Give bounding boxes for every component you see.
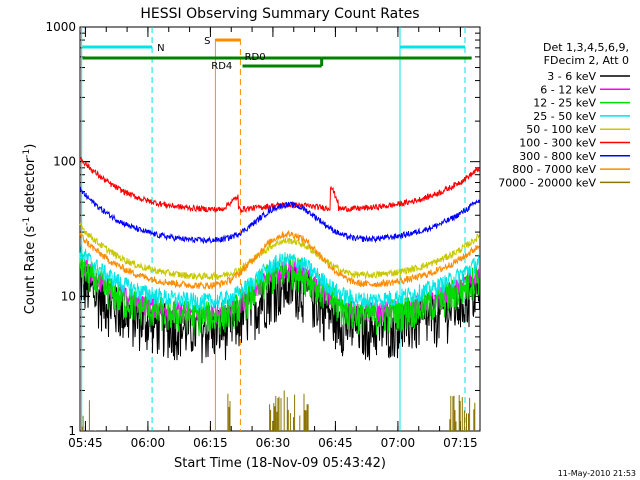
legend: Det 1,3,4,5,6,9, FDecim 2, Att 0 3 - 6 k… [498,41,630,189]
y-axis-label: Count Rate (s-1 detector-1) [22,144,38,315]
legend-header-1: Det 1,3,4,5,6,9, [543,41,629,54]
series-line [79,263,480,364]
rd0-label: RD0 [245,52,266,63]
plot-frame [79,26,481,432]
series-lines [79,156,480,431]
observing-mode-markers: N S RD0 RD4 [81,27,472,431]
night-label: N [157,43,164,54]
series-line [79,186,480,245]
x-axis: 05:45 06:00 06:15 06:30 06:45 07:00 07:15 [68,27,478,450]
legend-entry: 6 - 12 keV [540,83,596,96]
x-tick-label: 06:30 [256,436,291,450]
x-tick-label: 06:45 [318,436,353,450]
chart-title: HESSI Observing Summary Count Rates [140,6,419,22]
x-tick-label: 07:00 [381,436,416,450]
y-tick-label: 1000 [45,20,76,34]
y-tick-label: 1 [68,424,76,438]
legend-entry: 50 - 100 keV [526,123,596,136]
saa-label: S [204,36,210,47]
series-line [79,222,480,281]
x-tick-label: 07:15 [443,436,478,450]
rd4-label: RD4 [211,61,232,72]
legend-entry: 100 - 300 keV [519,137,596,150]
series-line [81,390,476,431]
y-tick-label: 10 [61,289,76,303]
x-tick-label: 05:45 [68,436,103,450]
y-axis: 1 10 100 1000 [45,20,480,438]
legend-header-2: FDecim 2, Att 0 [544,54,629,67]
series-line [79,244,480,311]
x-tick-label: 06:15 [193,436,228,450]
legend-entry: 25 - 50 keV [533,110,596,123]
legend-entry: 300 - 800 keV [519,150,596,163]
y-tick-label: 100 [53,155,76,169]
legend-entry: 7000 - 20000 keV [498,176,596,189]
series-line [79,229,480,291]
x-axis-label: Start Time (18-Nov-09 05:43:42) [174,456,386,471]
footer-timestamp: 11-May-2010 21:53 [558,469,636,478]
legend-entry: 800 - 7000 keV [512,163,596,176]
legend-entry: 12 - 25 keV [533,97,596,110]
legend-entry: 3 - 6 keV [547,70,596,83]
x-tick-label: 06:00 [131,436,166,450]
